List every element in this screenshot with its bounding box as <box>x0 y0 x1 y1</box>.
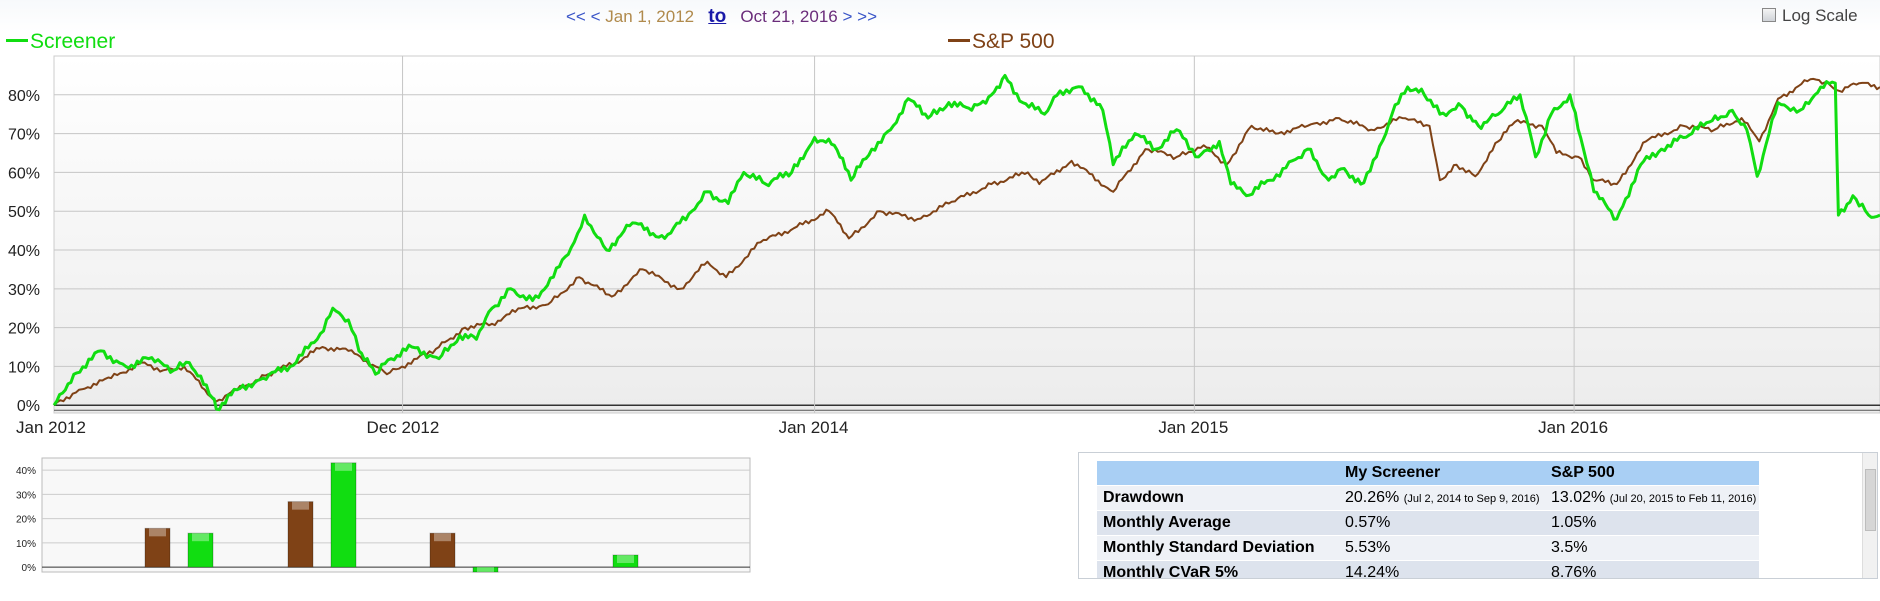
row-label: Monthly Standard Deviation <box>1097 535 1339 561</box>
legend-swatch-screener <box>6 39 28 42</box>
bar-y-tick-label: 20% <box>16 515 36 526</box>
legend-swatch-sp500 <box>948 39 970 42</box>
cell-value: 13.02% <box>1551 489 1606 506</box>
row-label: Drawdown <box>1097 485 1339 511</box>
table-row: Drawdown 20.26% (Jul 2, 2014 to Sep 9, 2… <box>1097 485 1759 511</box>
bar-highlight <box>617 555 634 564</box>
table-scrollbar[interactable] <box>1862 453 1877 578</box>
table-header-row: My Screener S&P 500 <box>1097 461 1759 486</box>
bar-sp500 <box>287 501 314 568</box>
y-tick-label: 10% <box>8 359 40 376</box>
screener-series-line <box>52 73 1880 412</box>
bar-highlight <box>192 533 209 542</box>
y-tick-label: 50% <box>8 204 40 221</box>
table-row: Monthly Average 0.57% 1.05% <box>1097 510 1759 536</box>
bar-highlight <box>292 501 309 510</box>
bar-highlight <box>434 533 451 542</box>
row-label: Monthly Average <box>1097 510 1339 536</box>
cell-note: (Jul 20, 2015 to Feb 11, 2016) <box>1609 493 1757 505</box>
bar-y-tick-label: 30% <box>16 490 36 501</box>
row-label: Monthly CVaR 5% <box>1097 560 1339 578</box>
y-tick-label: 80% <box>8 88 40 105</box>
statistics-panel: My Screener S&P 500 Drawdown 20.26% (Jul… <box>1078 452 1878 579</box>
log-scale-label: Log Scale <box>1782 6 1858 25</box>
cell-sp500: 3.5% <box>1545 535 1759 561</box>
performance-line-chart: 0% 10% 20% 30% 40% 50% 60% 70% 80% Jan 2012 Dec 20… <box>0 50 1880 445</box>
bar-screener <box>330 462 357 568</box>
y-tick-label: 30% <box>8 282 40 299</box>
prev-link[interactable]: < <box>590 7 601 26</box>
bar-sp500 <box>429 532 456 568</box>
legend-sp500: S&P 500 <box>948 30 1055 54</box>
x-tick-label: Jan 2012 <box>16 418 86 437</box>
bar-screener <box>187 532 214 568</box>
y-tick-label: 0% <box>17 398 40 415</box>
cell-sp500: 8.76% <box>1545 560 1759 578</box>
bar-y-tick-label: 0% <box>22 563 37 574</box>
sp500-series-line <box>53 77 1880 406</box>
prev-far-link[interactable]: << <box>566 7 586 26</box>
cell-note: (Jul 2, 2014 to Sep 9, 2016) <box>1403 493 1540 505</box>
legend-screener: Screener <box>6 30 115 54</box>
start-date[interactable]: Jan 1, 2012 <box>605 7 695 26</box>
table-row: Monthly Standard Deviation 5.53% 3.5% <box>1097 535 1759 561</box>
top-toolbar <box>0 0 1880 32</box>
log-scale-toggle[interactable]: Log Scale <box>1762 6 1858 26</box>
legend-label-screener: Screener <box>30 30 116 53</box>
bar-y-tick-label: 10% <box>16 539 36 550</box>
x-tick-label: Jan 2015 <box>1158 418 1228 437</box>
next-far-link[interactable]: >> <box>857 7 878 26</box>
y-tick-label: 20% <box>8 321 40 338</box>
cell-sp500: 13.02% (Jul 20, 2015 to Feb 11, 2016) <box>1545 485 1759 511</box>
plot-area <box>53 55 1880 414</box>
bar-highlight <box>477 567 494 572</box>
cell-screener: 5.53% <box>1339 535 1545 561</box>
y-tick-label: 40% <box>8 243 40 260</box>
x-tick-label: Jan 2016 <box>1538 418 1608 437</box>
y-tick-label: 70% <box>8 127 40 144</box>
x-tick-label: Dec 2012 <box>367 418 440 437</box>
cell-screener: 0.57% <box>1339 510 1545 536</box>
cell-screener: 14.24% <box>1339 560 1545 578</box>
y-axis-band <box>0 50 54 445</box>
cell-value: 20.26% <box>1345 489 1400 506</box>
y-tick-label: 60% <box>8 165 40 182</box>
legend-label-sp500: S&P 500 <box>972 30 1055 53</box>
next-link[interactable]: > <box>842 7 853 26</box>
statistics-table: My Screener S&P 500 Drawdown 20.26% (Jul… <box>1097 461 1759 578</box>
log-scale-checkbox[interactable] <box>1762 8 1776 22</box>
cell-screener: 20.26% (Jul 2, 2014 to Sep 9, 2016) <box>1339 485 1545 511</box>
table-header-blank <box>1097 461 1339 486</box>
date-range-navigator: << < Jan 1, 2012 to Oct 21, 2016 > >> <box>566 6 877 28</box>
bar-screener <box>612 554 639 568</box>
table-header-screener: My Screener <box>1339 461 1545 486</box>
bar-highlight <box>149 528 166 537</box>
end-date[interactable]: Oct 21, 2016 <box>740 7 838 26</box>
table-row: Monthly CVaR 5% 14.24% 8.76% <box>1097 560 1759 578</box>
table-header-sp500: S&P 500 <box>1545 461 1759 486</box>
annual-returns-bar-chart: 0% 10% 20% 30% 40% <box>0 450 752 580</box>
bar-sp500 <box>144 527 171 568</box>
bar-screener <box>472 566 499 573</box>
to-link[interactable]: to <box>708 6 727 27</box>
bar-y-tick-label: 40% <box>16 466 36 477</box>
bar-highlight <box>335 462 352 471</box>
x-tick-label: Jan 2014 <box>779 418 849 437</box>
cell-sp500: 1.05% <box>1545 510 1759 536</box>
table-scrollbar-thumb[interactable] <box>1865 469 1876 531</box>
